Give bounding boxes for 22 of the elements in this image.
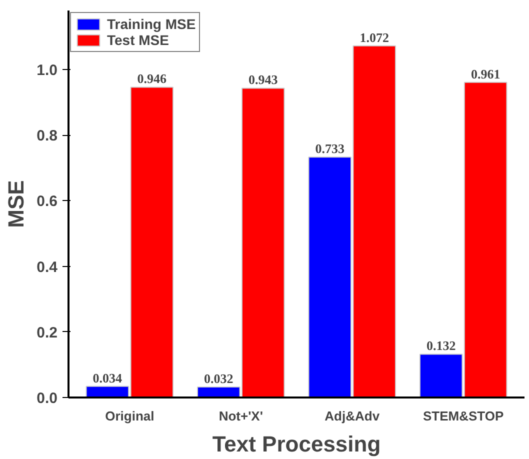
data-label: 0.946 xyxy=(137,71,168,86)
x-tick-label: Adj&Adv xyxy=(324,408,380,424)
data-label: 0.733 xyxy=(315,141,345,156)
x-tick-label: STEM&STOP xyxy=(423,408,504,424)
data-label: 0.943 xyxy=(248,72,278,88)
y-axis-title: MSE xyxy=(4,180,29,228)
y-tick-label: 0.6 xyxy=(36,193,58,210)
legend-label: Training MSE xyxy=(107,16,196,32)
data-label: 0.132 xyxy=(426,338,456,354)
y-tick-label: 0.4 xyxy=(36,258,58,276)
data-label: 0.032 xyxy=(204,371,234,386)
data-label: 0.961 xyxy=(470,66,500,82)
y-tick-label: 1.0 xyxy=(36,62,58,80)
x-tick-label: Original xyxy=(105,408,154,424)
legend-label: Test MSE xyxy=(107,32,169,48)
y-tick-label: 0.8 xyxy=(36,128,58,145)
x-axis-title: Text Processing xyxy=(212,432,381,456)
data-label: 0.034 xyxy=(92,370,123,386)
x-tick-label: Not+'X' xyxy=(218,408,263,424)
y-tick-label: 0.2 xyxy=(36,324,58,342)
y-tick-label: 0.0 xyxy=(36,390,58,407)
data-label: 1.072 xyxy=(360,30,389,45)
